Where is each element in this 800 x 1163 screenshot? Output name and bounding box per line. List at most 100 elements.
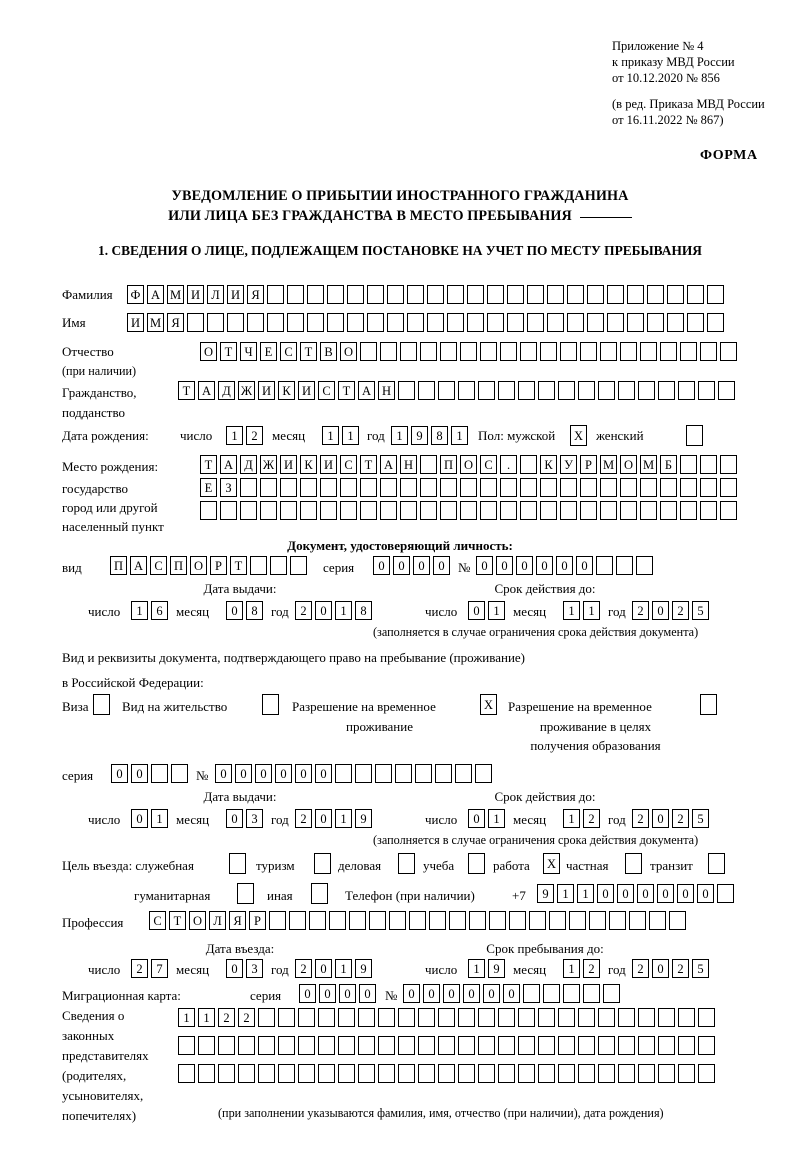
char-cell[interactable] — [480, 342, 497, 361]
char-cell[interactable] — [418, 381, 435, 400]
char-cell[interactable] — [327, 313, 344, 332]
char-cell[interactable] — [698, 1036, 715, 1055]
char-cell[interactable] — [640, 478, 657, 497]
char-cell[interactable]: 0 — [468, 601, 485, 620]
char-cell[interactable]: 0 — [393, 556, 410, 575]
checkbox-purpose-official[interactable] — [229, 853, 246, 874]
char-cell[interactable] — [578, 1064, 595, 1083]
char-cell[interactable]: К — [300, 455, 317, 474]
char-cell[interactable] — [620, 478, 637, 497]
char-cell[interactable]: 0 — [496, 556, 513, 575]
char-cell[interactable] — [198, 1064, 215, 1083]
char-cell[interactable]: Б — [660, 455, 677, 474]
checkbox-residence-permit[interactable] — [262, 694, 279, 715]
char-cell[interactable]: 1 — [342, 426, 359, 445]
char-cell[interactable]: 9 — [411, 426, 428, 445]
char-cell[interactable]: Т — [360, 455, 377, 474]
char-cell[interactable] — [678, 1064, 695, 1083]
char-cell[interactable] — [467, 313, 484, 332]
char-cell[interactable] — [638, 381, 655, 400]
char-cell[interactable] — [269, 911, 286, 930]
char-cell[interactable]: И — [227, 285, 244, 304]
char-cell[interactable] — [250, 556, 267, 575]
char-cell[interactable] — [720, 342, 737, 361]
char-cell[interactable]: 0 — [652, 959, 669, 978]
char-cell[interactable] — [418, 1036, 435, 1055]
char-cell[interactable] — [718, 381, 735, 400]
char-cell[interactable] — [478, 1008, 495, 1027]
char-cell[interactable]: 2 — [632, 601, 649, 620]
char-cell[interactable] — [309, 911, 326, 930]
char-cell[interactable]: Т — [169, 911, 186, 930]
char-cell[interactable] — [518, 381, 535, 400]
char-cell[interactable]: О — [190, 556, 207, 575]
char-cell[interactable] — [567, 285, 584, 304]
char-cell[interactable] — [440, 501, 457, 520]
char-cell[interactable] — [380, 478, 397, 497]
char-cell[interactable] — [700, 455, 717, 474]
char-cell[interactable] — [378, 1036, 395, 1055]
char-cell[interactable] — [549, 911, 566, 930]
char-cell[interactable] — [596, 556, 613, 575]
char-cell[interactable] — [478, 1064, 495, 1083]
char-cell[interactable]: К — [540, 455, 557, 474]
char-cell[interactable] — [307, 285, 324, 304]
char-cell[interactable] — [538, 381, 555, 400]
char-cell[interactable] — [600, 478, 617, 497]
char-cell[interactable] — [578, 1008, 595, 1027]
char-cell[interactable] — [320, 501, 337, 520]
char-cell[interactable]: Ж — [238, 381, 255, 400]
char-cell[interactable] — [540, 342, 557, 361]
char-cell[interactable] — [400, 478, 417, 497]
char-cell[interactable] — [415, 764, 432, 783]
char-cell[interactable]: 0 — [131, 764, 148, 783]
char-cell[interactable] — [358, 1036, 375, 1055]
char-cell[interactable]: 0 — [319, 984, 336, 1003]
char-cell[interactable]: И — [258, 381, 275, 400]
char-cell[interactable]: 3 — [246, 809, 263, 828]
char-cell[interactable]: 2 — [672, 959, 689, 978]
char-cell[interactable]: Е — [260, 342, 277, 361]
checkbox-purpose-transit[interactable] — [708, 853, 725, 874]
char-cell[interactable] — [267, 313, 284, 332]
char-cell[interactable]: 9 — [537, 884, 554, 903]
char-cell[interactable] — [418, 1064, 435, 1083]
char-cell[interactable] — [218, 1036, 235, 1055]
char-cell[interactable]: 0 — [131, 809, 148, 828]
char-cell[interactable]: Ф — [127, 285, 144, 304]
char-cell[interactable] — [620, 501, 637, 520]
char-cell[interactable]: 2 — [295, 809, 312, 828]
char-cell[interactable]: 2 — [672, 601, 689, 620]
char-cell[interactable] — [698, 1008, 715, 1027]
char-cell[interactable] — [360, 501, 377, 520]
char-cell[interactable] — [478, 1036, 495, 1055]
char-cell[interactable] — [420, 478, 437, 497]
char-cell[interactable] — [603, 984, 620, 1003]
char-cell[interactable] — [600, 342, 617, 361]
char-cell[interactable] — [207, 313, 224, 332]
char-cell[interactable]: Р — [210, 556, 227, 575]
char-cell[interactable] — [338, 1036, 355, 1055]
char-cell[interactable]: 2 — [672, 809, 689, 828]
char-cell[interactable]: Т — [300, 342, 317, 361]
char-cell[interactable]: 2 — [632, 959, 649, 978]
char-cell[interactable]: С — [150, 556, 167, 575]
char-cell[interactable]: 0 — [255, 764, 272, 783]
char-cell[interactable] — [458, 1064, 475, 1083]
char-cell[interactable]: 0 — [339, 984, 356, 1003]
char-cell[interactable]: А — [147, 285, 164, 304]
char-cell[interactable] — [487, 313, 504, 332]
char-cell[interactable]: М — [600, 455, 617, 474]
char-cell[interactable] — [360, 478, 377, 497]
char-cell[interactable] — [720, 478, 737, 497]
char-cell[interactable] — [687, 313, 704, 332]
char-cell[interactable] — [598, 1008, 615, 1027]
char-cell[interactable] — [520, 342, 537, 361]
char-cell[interactable] — [360, 342, 377, 361]
